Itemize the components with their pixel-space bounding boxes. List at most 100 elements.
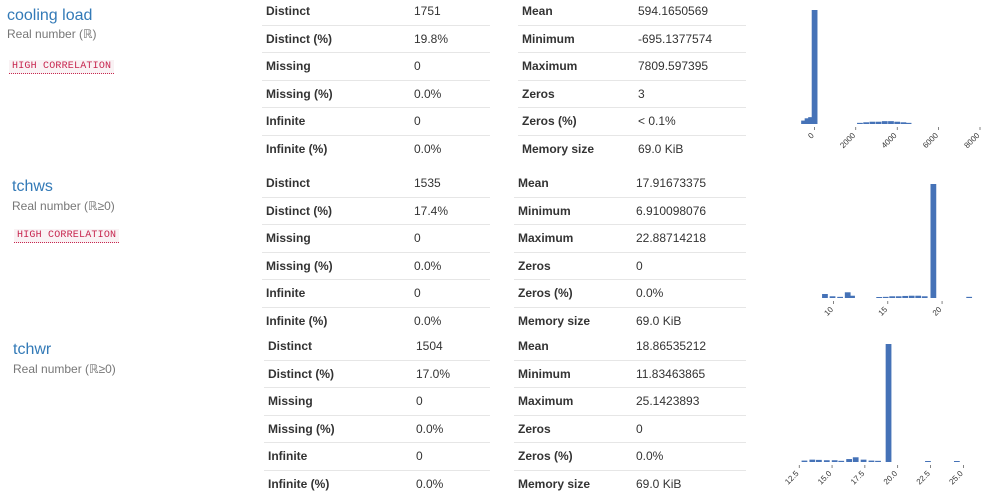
- histogram-bar: [860, 459, 867, 462]
- stats-table-left: Distinct 1504 Distinct (%) 17.0% Missing 0 Mis…: [264, 333, 490, 497]
- histogram-bar: [837, 296, 844, 298]
- histogram-bar: [882, 296, 889, 298]
- stat-label: Zeros (%): [514, 442, 632, 471]
- tick-label: 8000: [962, 131, 981, 150]
- histogram-bar: [888, 121, 894, 124]
- stat-row: Zeros (%) 0.0%: [514, 442, 746, 471]
- stats-table-right: Mean 18.86535212 Minimum 11.83463865 Maximum…: [514, 333, 746, 497]
- stat-row: Distinct 1751: [262, 0, 490, 26]
- stat-row: Missing (%) 0.0%: [262, 252, 490, 280]
- histogram-bar: [844, 292, 851, 298]
- tick-label: 17.5: [849, 469, 867, 487]
- stat-value: 17.91673375: [632, 170, 746, 198]
- variable-block-tchwr: tchwr Real number (ℝ≥0) Distinct 1504 Dist…: [0, 333, 998, 500]
- histogram-bar: [905, 122, 912, 124]
- histogram-bar: [811, 10, 818, 124]
- stat-value: 0: [412, 442, 490, 471]
- stat-label: Distinct: [262, 170, 410, 198]
- histogram-bar: [953, 461, 960, 462]
- stat-value: 0: [410, 224, 490, 253]
- histogram-bar: [816, 459, 822, 462]
- stat-label: Memory size: [522, 141, 595, 156]
- stat-label: Missing: [264, 387, 412, 416]
- histogram-bar: [808, 117, 814, 124]
- histogram-bar: [966, 296, 973, 298]
- histogram-bar: [831, 460, 838, 462]
- stat-value: 6.910098076: [632, 197, 746, 225]
- stat-label: Zeros: [518, 80, 634, 108]
- stat-row: Distinct (%) 19.8%: [262, 25, 490, 53]
- stat-row: Maximum 25.1423893: [514, 387, 746, 416]
- stat-row: Missing (%) 0.0%: [264, 415, 490, 443]
- stat-label: Zeros (%): [514, 279, 632, 308]
- stat-row: Infinite 0: [262, 107, 490, 136]
- stat-row: Missing (%) 0.0%: [262, 80, 490, 108]
- high-correlation-badge[interactable]: HIGH CORRELATION: [9, 60, 115, 74]
- stat-label: Maximum: [514, 224, 632, 253]
- stat-label: Minimum: [514, 360, 632, 388]
- histogram-bar: [925, 461, 931, 462]
- stat-value: 1504: [412, 333, 490, 361]
- histogram-chart: 0 2000 4000 6000 8000: [801, 10, 982, 150]
- histogram-bar: [875, 121, 882, 124]
- stat-label: Zeros: [514, 252, 632, 280]
- stat-value: -695.1377574: [634, 25, 746, 53]
- stat-value: 69.0 KiB: [636, 313, 682, 328]
- tick-label: 2000: [838, 131, 857, 150]
- tick-label: 4000: [880, 131, 899, 150]
- histogram-bar: [902, 295, 909, 298]
- stat-label: Infinite: [264, 442, 412, 471]
- stat-row: Minimum 6.910098076: [514, 197, 746, 225]
- stat-label: Distinct: [264, 333, 412, 361]
- histogram-bar: [930, 184, 937, 298]
- variable-name[interactable]: cooling load: [7, 7, 93, 24]
- tick-label: 0: [806, 131, 816, 141]
- stat-row: Zeros (%) 0.0%: [514, 279, 746, 308]
- stat-label: Distinct (%): [264, 360, 412, 388]
- histogram-bar: [804, 118, 811, 124]
- tick-label: 15: [877, 305, 890, 318]
- tick-label: 12.5: [783, 469, 801, 487]
- stat-value: 0.0%: [632, 279, 746, 308]
- stat-value: 0.0%: [410, 252, 490, 280]
- stat-value: 17.0%: [412, 360, 490, 388]
- stat-row: Infinite 0: [264, 442, 490, 471]
- stat-value: 0.0%: [410, 80, 490, 108]
- histogram-chart: 12.5 15.0 17.5 20.0 22.5 25.0: [783, 344, 965, 487]
- stat-label: Missing: [262, 52, 410, 81]
- high-correlation-badge[interactable]: HIGH CORRELATION: [14, 229, 120, 243]
- variable-block-cooling-load: cooling load Real number (ℝ) HIGH CORREL…: [0, 0, 998, 166]
- tick-label: 22.5: [915, 469, 933, 487]
- histogram-bar: [852, 457, 859, 462]
- variable-name[interactable]: tchwr: [13, 341, 52, 358]
- histogram-bar: [921, 296, 928, 298]
- stat-row: Mean 18.86535212: [514, 333, 746, 361]
- stat-label: Maximum: [518, 52, 634, 81]
- stats-table-left: Distinct 1535 Distinct (%) 17.4% Missing 0 Mis…: [262, 170, 490, 334]
- stat-label: Minimum: [518, 25, 634, 53]
- stat-row: Mean 594.1650569: [518, 0, 746, 26]
- histogram-bar: [885, 344, 892, 462]
- stat-value: 1535: [410, 170, 490, 198]
- histogram-bar: [857, 122, 863, 124]
- stat-value: 1751: [410, 0, 490, 26]
- stat-row: Memory size 69.0 KiB: [518, 135, 746, 162]
- stat-row: Zeros (%) < 0.1%: [518, 107, 746, 136]
- histogram-bar: [900, 122, 907, 124]
- variable-name[interactable]: tchws: [12, 178, 53, 195]
- tick-label: 10: [822, 305, 835, 318]
- stat-label: Memory size: [518, 476, 591, 491]
- stat-row: Distinct (%) 17.0%: [264, 360, 490, 388]
- stat-value: 17.4%: [410, 197, 490, 225]
- stat-label: Mean: [518, 0, 634, 26]
- stat-value: < 0.1%: [634, 107, 746, 136]
- histogram-bar: [875, 460, 881, 462]
- histogram-bar: [915, 295, 922, 298]
- variable-type: Real number (ℝ): [7, 27, 97, 41]
- stat-label: Minimum: [514, 197, 632, 225]
- stat-label: Zeros: [514, 415, 632, 443]
- stat-row: Missing 0: [262, 224, 490, 253]
- histogram-bar: [801, 120, 807, 124]
- stat-value: 594.1650569: [634, 0, 746, 26]
- stat-label: Infinite (%): [266, 141, 328, 156]
